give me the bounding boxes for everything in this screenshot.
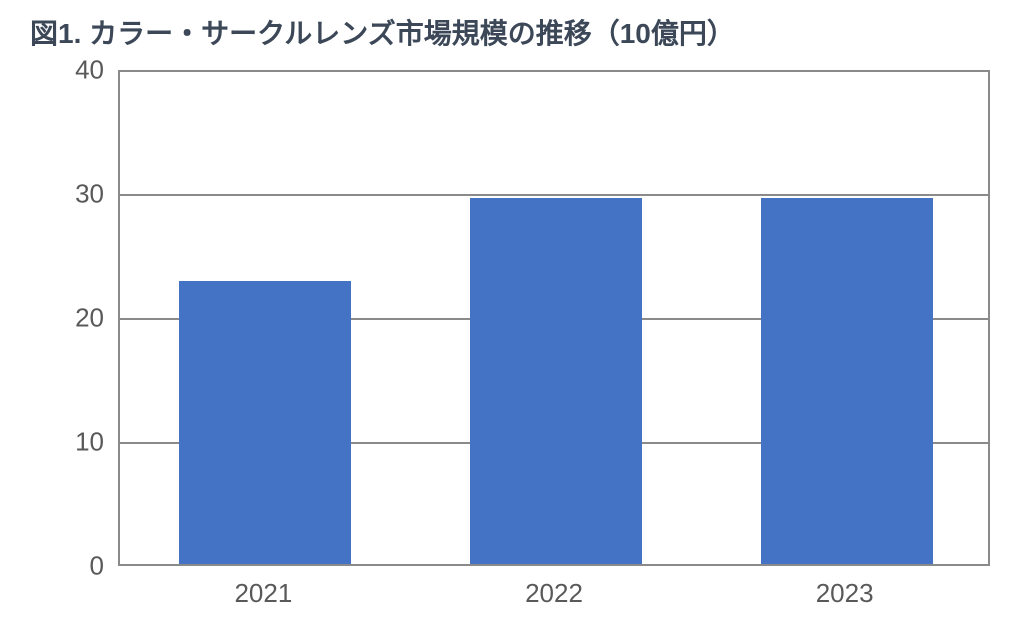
x-tick-label: 2023: [816, 578, 874, 609]
y-tick-label: 30: [75, 179, 104, 210]
bar: [179, 281, 351, 564]
y-tick-label: 10: [75, 427, 104, 458]
y-tick-label: 0: [90, 551, 104, 582]
y-tick-label: 20: [75, 303, 104, 334]
gridline: [120, 194, 990, 196]
y-tick-label: 40: [75, 55, 104, 86]
bar: [470, 198, 642, 564]
x-tick-label: 2021: [234, 578, 292, 609]
plot-right-border: [988, 70, 990, 564]
chart-title: 図1. カラー・サークルレンズ市場規模の推移（10億円）: [30, 12, 735, 52]
plot-area: [118, 70, 990, 566]
x-tick-label: 2022: [525, 578, 583, 609]
bar: [761, 198, 933, 564]
plot-top-border: [120, 70, 990, 72]
